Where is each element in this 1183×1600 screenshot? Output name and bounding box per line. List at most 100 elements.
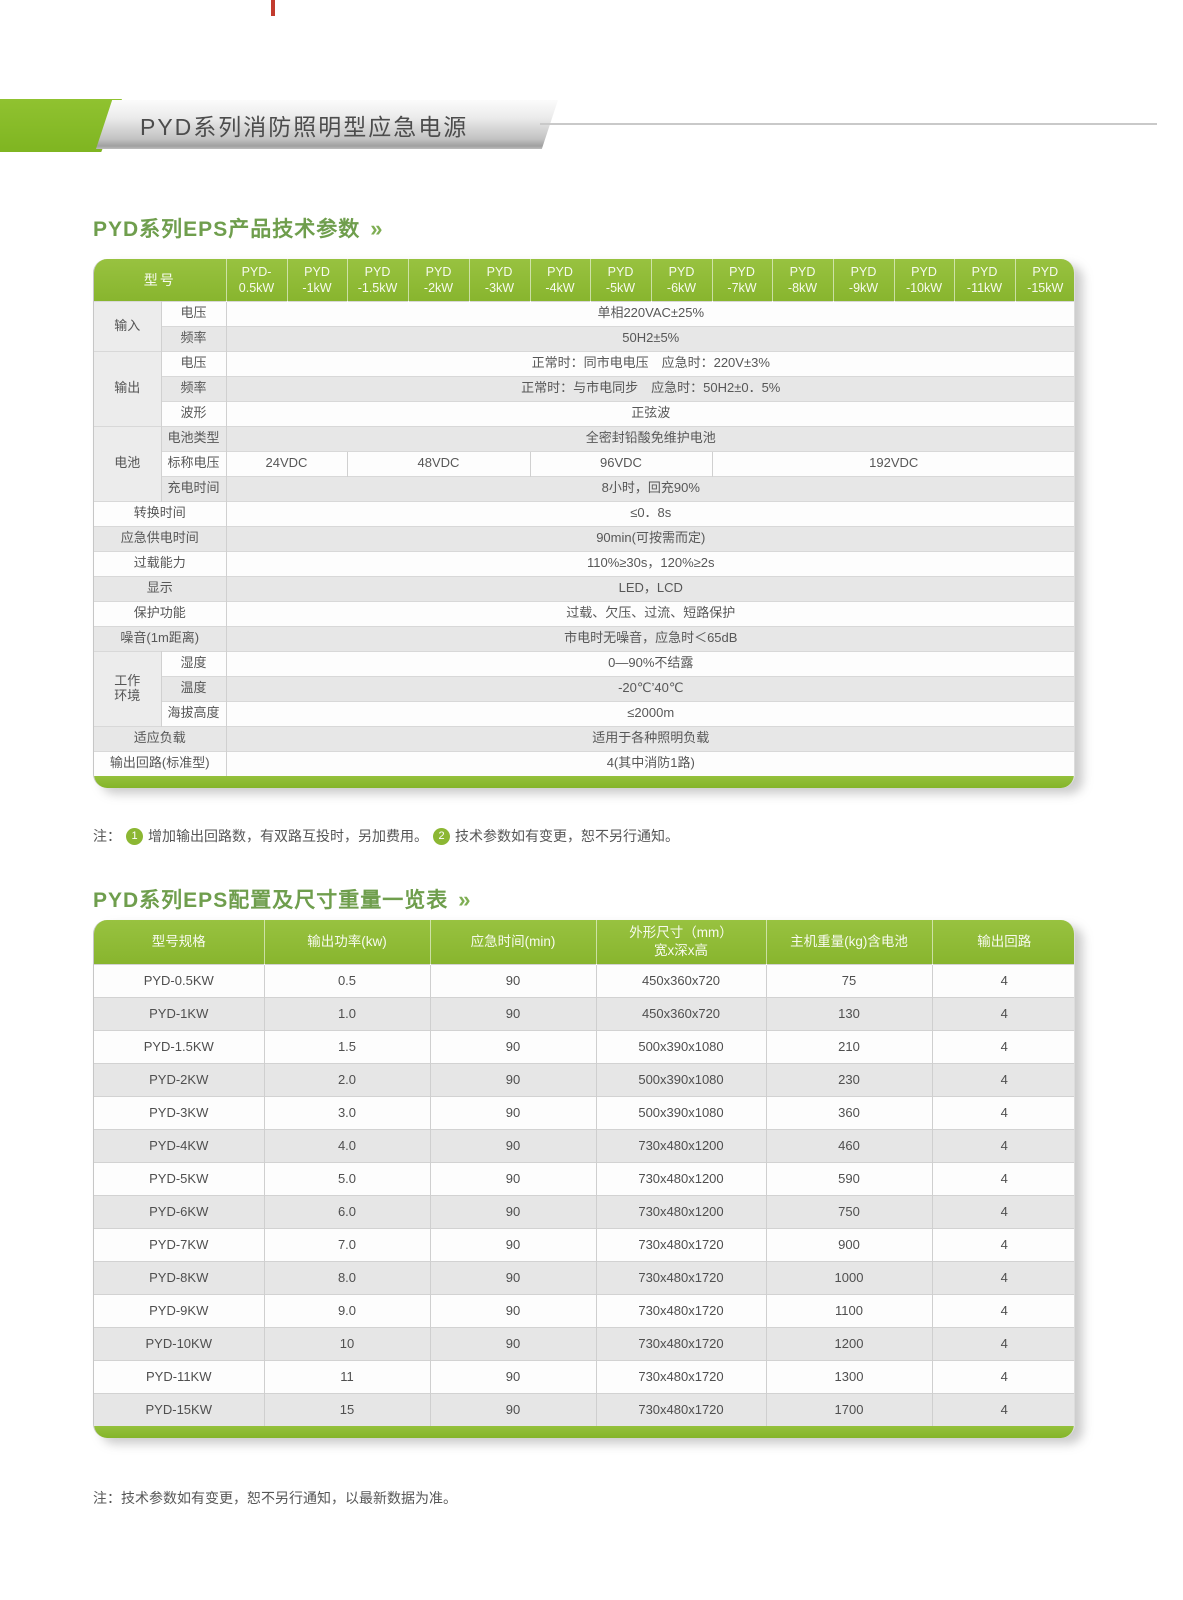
model-cell: PYD-8KW — [94, 1260, 264, 1294]
spec-row-label: 充电时间 — [161, 475, 227, 501]
spec-value: 24VDC — [225, 450, 347, 476]
weight-cell: 360 — [765, 1095, 932, 1129]
spec-row: 应急供电时间 90min(可按需而定) — [94, 525, 1074, 551]
spec-value: ≤2000m — [225, 700, 1074, 726]
model-cell: PYD-7KW — [94, 1227, 264, 1261]
sizes-row: PYD-0.5KW 0.5 90 450x360x720 75 4 — [94, 963, 1074, 997]
section-title-params-text: PYD系列EPS产品技术参数 — [93, 218, 361, 241]
dimensions-cell: 730x480x1720 — [595, 1293, 766, 1327]
sizes-row: PYD-2KW 2.0 90 500x390x1080 230 4 — [94, 1062, 1074, 1096]
model-header: PYD -8kW — [771, 259, 833, 301]
spec-row-label: 电压 — [161, 350, 227, 376]
spec-row: 海拔高度 ≤2000m — [94, 700, 1074, 726]
circuits-cell: 4 — [931, 1293, 1074, 1327]
model-cell: PYD-3KW — [94, 1095, 264, 1129]
sizes-row: PYD-1.5KW 1.5 90 500x390x1080 210 4 — [94, 1029, 1074, 1063]
sizes-row: PYD-15KW 15 90 730x480x1720 1700 4 — [94, 1392, 1074, 1426]
sizes-row: PYD-9KW 9.0 90 730x480x1720 1100 4 — [94, 1293, 1074, 1327]
spec-value: 0—90%不结露 — [225, 650, 1074, 676]
page-title: PYD系列消防照明型应急电源 — [140, 113, 469, 140]
model-cell: PYD-11KW — [94, 1359, 264, 1393]
spec-row-label: 应急供电时间 — [94, 525, 227, 551]
model-cell: PYD-1.5KW — [94, 1029, 264, 1063]
model-cell: PYD-10KW — [94, 1326, 264, 1360]
time-cell: 90 — [429, 963, 596, 997]
power-cell: 5.0 — [263, 1161, 430, 1195]
dimensions-cell: 730x480x1200 — [595, 1194, 766, 1228]
spec-value: 单相220VAC±25% — [225, 300, 1074, 326]
power-cell: 11 — [263, 1359, 430, 1393]
model-header: PYD -5kW — [589, 259, 651, 301]
time-cell: 90 — [429, 1359, 596, 1393]
weight-cell: 1100 — [765, 1293, 932, 1327]
model-cell: PYD-5KW — [94, 1161, 264, 1195]
spec-value: -20℃’40℃ — [225, 675, 1074, 701]
circuits-cell: 4 — [931, 1326, 1074, 1360]
power-cell: 10 — [263, 1326, 430, 1360]
model-header: PYD -1kW — [286, 259, 347, 301]
spec-row: 充电时间 8小时，回充90% — [94, 475, 1074, 501]
circuits-cell: 4 — [931, 1029, 1074, 1063]
sizes-row: PYD-10KW 10 90 730x480x1720 1200 4 — [94, 1326, 1074, 1360]
dimensions-cell: 730x480x1720 — [595, 1227, 766, 1261]
weight-cell: 75 — [765, 963, 932, 997]
circuits-cell: 4 — [931, 1128, 1074, 1162]
model-header: PYD -11kW — [953, 259, 1015, 301]
spec-row: 过载能力 110%≥30s，120%≥2s — [94, 550, 1074, 576]
sizes-row: PYD-5KW 5.0 90 730x480x1200 590 4 — [94, 1161, 1074, 1195]
spec-row: 电池 电池类型 全密封铅酸免维护电池 — [94, 425, 1074, 501]
circuits-cell: 4 — [931, 1227, 1074, 1261]
spec-group-label: 工作 环境 — [94, 650, 162, 726]
spec-row-label: 电池类型 — [161, 425, 227, 451]
circuits-cell: 4 — [931, 963, 1074, 997]
time-cell: 90 — [429, 1326, 596, 1360]
circuits-cell: 4 — [931, 1095, 1074, 1129]
double-chevron-icon: » — [370, 216, 384, 241]
model-header: PYD -10kW — [893, 259, 954, 301]
time-cell: 90 — [429, 1161, 596, 1195]
spec-table-wrap: 型号 PYD- 0.5kW PYD -1kW PYD -1.5kW PYD -2kW PY… — [93, 259, 1075, 788]
spec-value: 市电时无噪音，应急时＜65dB — [225, 625, 1074, 651]
spec-row-label: 标称电压 — [161, 450, 227, 476]
model-header: PYD -3kW — [468, 259, 530, 301]
spec-row: 转换时间 ≤0．8s — [94, 500, 1074, 526]
power-cell: 8.0 — [263, 1260, 430, 1294]
spec-value: ≤0．8s — [225, 500, 1074, 526]
spec-value: 50H2±5% — [225, 325, 1074, 351]
spec-value: 96VDC — [529, 450, 712, 476]
model-header: PYD -2kW — [407, 259, 469, 301]
circuits-cell: 4 — [931, 1392, 1074, 1426]
weight-cell: 1700 — [765, 1392, 932, 1426]
spec-value: 192VDC — [711, 450, 1074, 476]
spec-row-label: 湿度 — [161, 650, 227, 676]
spec-row: 频率 正常时：与市电同步 应急时：50H2±0．5% — [94, 375, 1074, 401]
spec-row-label: 海拔高度 — [161, 700, 227, 726]
spec-group-label: 输出 — [94, 350, 162, 426]
note-prefix: 注： — [93, 828, 121, 844]
model-cell: PYD-4KW — [94, 1128, 264, 1162]
note-number-2-icon: 2 — [433, 827, 450, 845]
dimensions-cell: 450x360x720 — [595, 996, 766, 1030]
spec-value: 正常时：同市电电压 应急时：220V±3% — [225, 350, 1074, 376]
sizes-table-footer-bar — [94, 1426, 1074, 1438]
sizes-table-wrap: 型号规格 输出功率(kw) 应急时间(min) 外形尺寸（mm） 宽x深x高 主机重量(… — [93, 920, 1075, 1438]
time-cell: 90 — [429, 1392, 596, 1426]
spec-row: 输出 电压 正常时：同市电电压 应急时：220V±3% — [94, 350, 1074, 426]
dimensions-cell: 500x390x1080 — [595, 1029, 766, 1063]
spec-value: 4(其中消防1路) — [225, 750, 1074, 776]
circuits-cell: 4 — [931, 1161, 1074, 1195]
spec-value: 8小时，回充90% — [225, 475, 1074, 501]
weight-cell: 230 — [765, 1062, 932, 1096]
weight-cell: 900 — [765, 1227, 932, 1261]
spec-row-label: 显示 — [94, 575, 227, 601]
header-rule — [540, 123, 1157, 125]
time-cell: 90 — [429, 1095, 596, 1129]
weight-cell: 460 — [765, 1128, 932, 1162]
model-header: PYD -1.5kW — [346, 259, 408, 301]
time-cell: 90 — [429, 996, 596, 1030]
spec-row-label: 频率 — [161, 325, 227, 351]
sizes-row: PYD-6KW 6.0 90 730x480x1200 750 4 — [94, 1194, 1074, 1228]
weight-cell: 1200 — [765, 1326, 932, 1360]
spec-row-label: 温度 — [161, 675, 227, 701]
time-cell: 90 — [429, 1029, 596, 1063]
